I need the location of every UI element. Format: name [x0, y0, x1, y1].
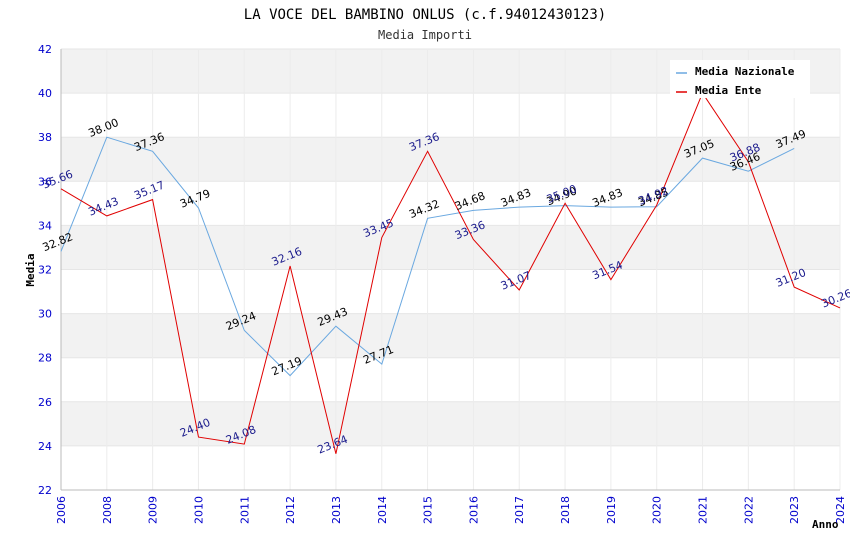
y-tick-label: 42 — [38, 43, 52, 56]
x-axis-label: Anno — [812, 518, 839, 531]
plot-band — [61, 401, 840, 446]
axes — [60, 49, 840, 491]
legend-box — [670, 60, 810, 98]
x-tick-label: 2012 — [284, 496, 297, 524]
x-tick-label: 2020 — [651, 496, 664, 524]
plot-band — [61, 93, 840, 138]
x-tick-label: 2014 — [376, 496, 389, 524]
y-tick-label: 22 — [38, 484, 52, 497]
plot-bands — [61, 49, 840, 490]
y-tick-label: 26 — [38, 396, 52, 409]
x-tick-label: 2018 — [559, 496, 572, 524]
x-tick-label: 2009 — [147, 496, 160, 524]
y-tick-label: 28 — [38, 352, 52, 365]
x-tick-label: 2021 — [697, 496, 710, 524]
plot-band — [61, 225, 840, 270]
chart-subtitle: Media Importi — [378, 28, 472, 42]
plot-band — [61, 269, 840, 314]
series-line-ente — [60, 92, 841, 454]
y-tick-label: 34 — [38, 219, 52, 232]
y-tick-label: 32 — [38, 264, 52, 277]
x-tick-label: 2023 — [788, 496, 801, 524]
legend: Media Nazionale Media Ente — [670, 60, 810, 98]
plot-band — [61, 137, 840, 182]
x-tick-label: 2010 — [192, 496, 205, 524]
x-tick-labels: 2006 2008 2009 2010 2011 2012 2013 2014 2015 2016… — [55, 496, 847, 524]
y-tick-label: 40 — [38, 87, 52, 100]
x-tick-label: 2006 — [55, 496, 68, 524]
x-tick-label: 2019 — [605, 496, 618, 524]
chart-title: LA VOCE DEL BAMBINO ONLUS (c.f.940124301… — [244, 7, 606, 23]
x-tick-label: 2016 — [467, 496, 480, 524]
x-tick-label: 2015 — [422, 496, 435, 524]
plot-band — [61, 357, 840, 402]
y-tick-label: 38 — [38, 131, 52, 144]
legend-label-nazionale: Media Nazionale — [695, 65, 795, 78]
plot-band — [61, 445, 840, 490]
plot-band — [61, 181, 840, 226]
y-tick-labels: 22 24 26 28 30 32 34 36 38 40 42 — [38, 43, 52, 497]
x-tick-label: 2008 — [101, 496, 114, 524]
x-tick-label: 2017 — [513, 496, 526, 524]
y-axis-label: Media — [24, 253, 37, 286]
series-lines — [60, 92, 841, 454]
series-line-nazionale — [60, 136, 795, 377]
plot-band — [61, 313, 840, 358]
legend-label-ente: Media Ente — [695, 84, 762, 97]
x-tick-label: 2022 — [742, 496, 755, 524]
y-tick-label: 24 — [38, 440, 52, 453]
x-tick-label: 2013 — [330, 496, 343, 524]
x-tick-label: 2024 — [834, 496, 847, 524]
y-tick-label: 36 — [38, 175, 52, 188]
x-tick-label: 2011 — [238, 496, 251, 524]
y-tick-label: 30 — [38, 308, 52, 321]
